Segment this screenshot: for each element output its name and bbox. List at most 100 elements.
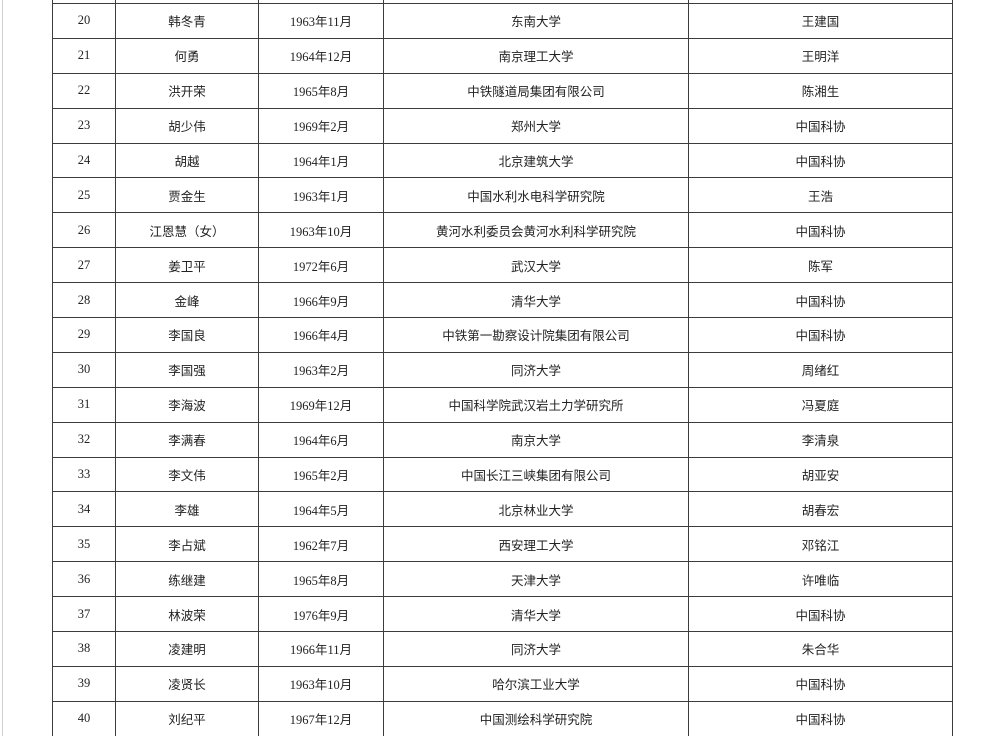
cell-name: 李雄 <box>115 491 259 528</box>
table-row: 38 凌建明 1966年11月 同济大学 朱合华 <box>52 631 953 667</box>
roster-table-body: 20 韩冬青 1963年11月 东南大学 王建国 21 何勇 1964年12月 南京理工大学 王明… <box>52 0 953 736</box>
cell-index: 27 <box>52 247 116 284</box>
table-row: 37 林波荣 1976年9月 清华大学 中国科协 <box>52 596 953 633</box>
cell-institution: 北京林业大学 <box>383 491 689 528</box>
cell-name: 凌建明 <box>115 631 259 667</box>
cell-institution: 清华大学 <box>383 282 689 319</box>
cell-institution: 清华大学 <box>383 596 689 633</box>
cell-name: 姜卫平 <box>115 247 259 284</box>
roster-table: 20 韩冬青 1963年11月 东南大学 王建国 21 何勇 1964年12月 南京理工大学 王明… <box>52 0 953 736</box>
cell-index: 40 <box>52 700 116 736</box>
cell-institution: 中国水利水电科学研究院 <box>383 177 689 214</box>
cell-birth-date: 1972年6月 <box>258 247 384 284</box>
cell-recommender: 中国科协 <box>688 317 953 353</box>
table-row: 40 刘纪平 1967年12月 中国测绘科学研究院 中国科协 <box>52 700 953 736</box>
cell-recommender: 胡亚安 <box>688 456 953 493</box>
cell-birth-date: 1966年4月 <box>258 317 384 353</box>
cell-institution: 中铁第一勘察设计院集团有限公司 <box>383 317 689 353</box>
cell-birth-date: 1965年2月 <box>258 456 384 493</box>
cell-institution: 黄河水利委员会黄河水利科学研究院 <box>383 212 689 249</box>
cell-index: 29 <box>52 317 116 353</box>
cell-name: 胡越 <box>115 142 259 179</box>
cell-birth-date: 1963年11月 <box>258 3 384 39</box>
table-row: 27 姜卫平 1972年6月 武汉大学 陈军 <box>52 247 953 284</box>
cell-index: 39 <box>52 665 116 702</box>
cell-recommender: 胡春宏 <box>688 491 953 528</box>
cell-birth-date: 1976年9月 <box>258 596 384 633</box>
table-row: 26 江恩慧（女） 1963年10月 黄河水利委员会黄河水利科学研究院 中国科协 <box>52 212 953 249</box>
cell-institution: 中国科学院武汉岩土力学研究所 <box>383 386 689 423</box>
cell-name: 李满春 <box>115 421 259 458</box>
table-row: 25 贾金生 1963年1月 中国水利水电科学研究院 王浩 <box>52 177 953 214</box>
cell-birth-date: 1962年7月 <box>258 526 384 563</box>
cell-birth-date: 1969年12月 <box>258 386 384 423</box>
cell-recommender: 邓铭江 <box>688 526 953 563</box>
cell-institution: 南京理工大学 <box>383 37 689 74</box>
cell-index: 28 <box>52 282 116 319</box>
cell-recommender: 陈军 <box>688 247 953 284</box>
table-row: 22 洪开荣 1965年8月 中铁隧道局集团有限公司 陈湘生 <box>52 72 953 109</box>
cell-index: 37 <box>52 596 116 633</box>
cell-recommender: 王浩 <box>688 177 953 214</box>
cell-name: 刘纪平 <box>115 700 259 736</box>
table-row-partial <box>52 0 953 4</box>
cell-birth-date: 1964年1月 <box>258 142 384 179</box>
table-row: 31 李海波 1969年12月 中国科学院武汉岩土力学研究所 冯夏庭 <box>52 386 953 423</box>
cell-institution: 中国测绘科学研究院 <box>383 700 689 736</box>
cell-birth-date: 1969年2月 <box>258 107 384 144</box>
table-row: 28 金峰 1966年9月 清华大学 中国科协 <box>52 282 953 319</box>
cell-name: 韩冬青 <box>115 3 259 39</box>
table-row: 34 李雄 1964年5月 北京林业大学 胡春宏 <box>52 491 953 528</box>
cell-birth-date: 1963年10月 <box>258 212 384 249</box>
page-edge-line <box>2 0 3 736</box>
cell-index: 26 <box>52 212 116 249</box>
table-row: 23 胡少伟 1969年2月 郑州大学 中国科协 <box>52 107 953 144</box>
cell-name: 胡少伟 <box>115 107 259 144</box>
table-row: 21 何勇 1964年12月 南京理工大学 王明洋 <box>52 37 953 74</box>
cell-recommender: 中国科协 <box>688 282 953 319</box>
cell-recommender: 李清泉 <box>688 421 953 458</box>
cell-index: 23 <box>52 107 116 144</box>
cell-birth-date: 1966年9月 <box>258 282 384 319</box>
table-row: 33 李文伟 1965年2月 中国长江三峡集团有限公司 胡亚安 <box>52 456 953 493</box>
cell-recommender: 王明洋 <box>688 37 953 74</box>
cell-recommender <box>688 0 953 4</box>
cell-index: 25 <box>52 177 116 214</box>
cell-birth-date: 1966年11月 <box>258 631 384 667</box>
cell-recommender: 周绪红 <box>688 351 953 388</box>
cell-name: 洪开荣 <box>115 72 259 109</box>
cell-index: 30 <box>52 351 116 388</box>
cell-recommender: 中国科协 <box>688 142 953 179</box>
cell-institution: 同济大学 <box>383 351 689 388</box>
cell-birth-date: 1965年8月 <box>258 72 384 109</box>
cell-recommender: 朱合华 <box>688 631 953 667</box>
table-row: 32 李满春 1964年6月 南京大学 李清泉 <box>52 421 953 458</box>
cell-index: 24 <box>52 142 116 179</box>
cell-name: 李占斌 <box>115 526 259 563</box>
cell-name: 江恩慧（女） <box>115 212 259 249</box>
cell-institution: 中铁隧道局集团有限公司 <box>383 72 689 109</box>
cell-institution: 武汉大学 <box>383 247 689 284</box>
cell-institution: 西安理工大学 <box>383 526 689 563</box>
cell-institution: 哈尔滨工业大学 <box>383 665 689 702</box>
cell-birth-date: 1964年5月 <box>258 491 384 528</box>
cell-index: 20 <box>52 3 116 39</box>
cell-birth-date: 1963年1月 <box>258 177 384 214</box>
cell-birth-date: 1964年6月 <box>258 421 384 458</box>
cell-name: 练继建 <box>115 561 259 598</box>
cell-institution: 北京建筑大学 <box>383 142 689 179</box>
cell-birth-date: 1963年2月 <box>258 351 384 388</box>
cell-birth-date: 1967年12月 <box>258 700 384 736</box>
cell-index: 35 <box>52 526 116 563</box>
cell-index: 38 <box>52 631 116 667</box>
cell-recommender: 中国科协 <box>688 665 953 702</box>
cell-name: 李国强 <box>115 351 259 388</box>
cell-recommender: 中国科协 <box>688 596 953 633</box>
table-row: 30 李国强 1963年2月 同济大学 周绪红 <box>52 351 953 388</box>
table-row: 24 胡越 1964年1月 北京建筑大学 中国科协 <box>52 142 953 179</box>
cell-recommender: 中国科协 <box>688 212 953 249</box>
cell-recommender: 许唯临 <box>688 561 953 598</box>
cell-birth-date: 1964年12月 <box>258 37 384 74</box>
table-row: 29 李国良 1966年4月 中铁第一勘察设计院集团有限公司 中国科协 <box>52 317 953 353</box>
